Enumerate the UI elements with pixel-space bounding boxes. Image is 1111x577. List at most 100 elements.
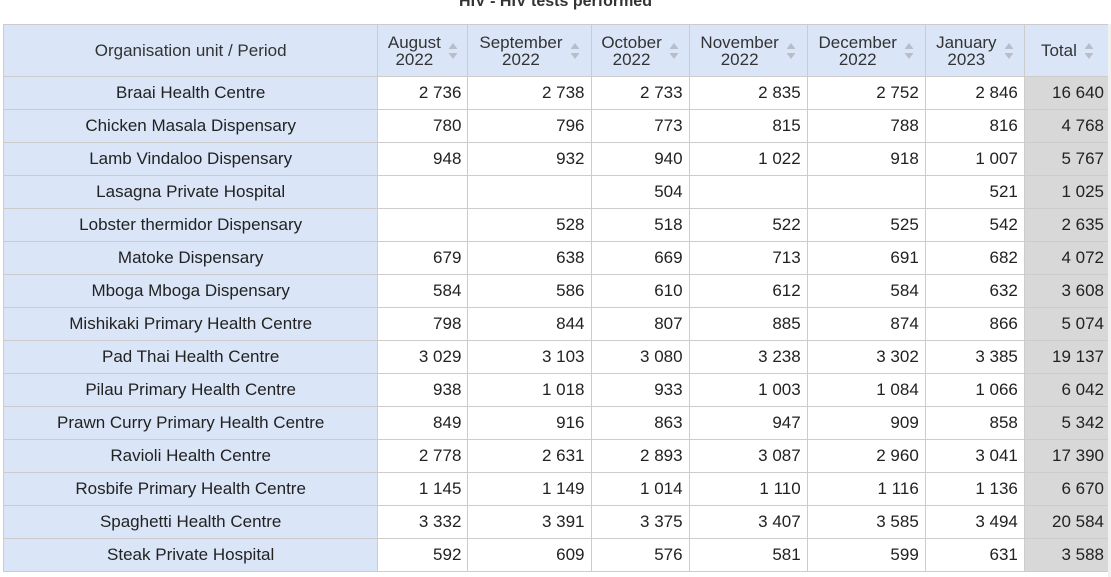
data-cell[interactable]: 581 <box>688 538 808 572</box>
sort-icon[interactable] <box>786 42 796 60</box>
data-cell[interactable]: 1 007 <box>924 142 1025 176</box>
data-cell[interactable]: 933 <box>590 373 690 407</box>
data-cell[interactable]: 3 391 <box>467 505 592 539</box>
data-cell[interactable]: 3 385 <box>924 340 1025 374</box>
data-cell[interactable] <box>377 175 469 209</box>
vertical-scrollbar[interactable] <box>1108 24 1111 577</box>
data-cell[interactable]: 592 <box>377 538 469 572</box>
data-cell[interactable]: 669 <box>590 241 690 275</box>
column-header[interactable]: September 2022 <box>467 24 592 77</box>
data-cell[interactable]: 1 145 <box>377 472 469 506</box>
sort-icon[interactable] <box>570 42 580 60</box>
data-cell[interactable]: 1 136 <box>924 472 1025 506</box>
total-cell[interactable]: 2 635 <box>1023 208 1111 242</box>
sort-icon[interactable] <box>669 42 679 60</box>
data-cell[interactable]: 3 375 <box>590 505 690 539</box>
data-cell[interactable]: 504 <box>590 175 690 209</box>
data-cell[interactable]: 796 <box>467 109 592 143</box>
data-cell[interactable]: 2 960 <box>806 439 926 473</box>
sort-icon[interactable] <box>448 42 458 60</box>
data-cell[interactable]: 938 <box>377 373 469 407</box>
data-cell[interactable]: 874 <box>806 307 926 341</box>
data-cell[interactable]: 2 835 <box>688 76 808 110</box>
data-cell[interactable]: 1 149 <box>467 472 592 506</box>
data-cell[interactable]: 2 733 <box>590 76 690 110</box>
pivot-table-container[interactable]: Organisation unit / Period August 2022 <box>0 24 1111 577</box>
data-cell[interactable] <box>806 175 926 209</box>
sort-icon[interactable] <box>904 42 914 60</box>
data-cell[interactable]: 807 <box>590 307 690 341</box>
total-cell[interactable]: 6 670 <box>1023 472 1111 506</box>
data-cell[interactable]: 632 <box>924 274 1025 308</box>
total-cell[interactable]: 5 342 <box>1023 406 1111 440</box>
column-header[interactable]: November 2022 <box>688 24 808 77</box>
sort-icon[interactable] <box>1084 42 1094 60</box>
total-cell[interactable]: 1 025 <box>1023 175 1111 209</box>
data-cell[interactable]: 2 893 <box>590 439 690 473</box>
data-cell[interactable]: 918 <box>806 142 926 176</box>
total-cell[interactable]: 16 640 <box>1023 76 1111 110</box>
data-cell[interactable]: 947 <box>688 406 808 440</box>
data-cell[interactable] <box>688 175 808 209</box>
data-cell[interactable]: 584 <box>377 274 469 308</box>
data-cell[interactable]: 610 <box>590 274 690 308</box>
data-cell[interactable]: 849 <box>377 406 469 440</box>
data-cell[interactable]: 932 <box>467 142 592 176</box>
data-cell[interactable]: 2 631 <box>467 439 592 473</box>
data-cell[interactable]: 713 <box>688 241 808 275</box>
data-cell[interactable]: 2 778 <box>377 439 469 473</box>
data-cell[interactable]: 816 <box>924 109 1025 143</box>
column-header[interactable]: October 2022 <box>590 24 690 77</box>
total-cell[interactable]: 3 588 <box>1023 538 1111 572</box>
data-cell[interactable]: 3 585 <box>806 505 926 539</box>
data-cell[interactable]: 584 <box>806 274 926 308</box>
data-cell[interactable]: 916 <box>467 406 592 440</box>
data-cell[interactable]: 773 <box>590 109 690 143</box>
total-cell[interactable]: 4 072 <box>1023 241 1111 275</box>
data-cell[interactable]: 1 066 <box>924 373 1025 407</box>
data-cell[interactable]: 2 752 <box>806 76 926 110</box>
total-cell[interactable]: 4 768 <box>1023 109 1111 143</box>
data-cell[interactable]: 691 <box>806 241 926 275</box>
data-cell[interactable]: 798 <box>377 307 469 341</box>
column-header[interactable]: December 2022 <box>806 24 926 77</box>
total-cell[interactable]: 19 137 <box>1023 340 1111 374</box>
data-cell[interactable]: 940 <box>590 142 690 176</box>
data-cell[interactable]: 521 <box>924 175 1025 209</box>
data-cell[interactable]: 863 <box>590 406 690 440</box>
data-cell[interactable]: 788 <box>806 109 926 143</box>
data-cell[interactable]: 3 407 <box>688 505 808 539</box>
data-cell[interactable]: 815 <box>688 109 808 143</box>
data-cell[interactable]: 3 029 <box>377 340 469 374</box>
data-cell[interactable]: 3 494 <box>924 505 1025 539</box>
data-cell[interactable]: 1 014 <box>590 472 690 506</box>
data-cell[interactable]: 599 <box>806 538 926 572</box>
data-cell[interactable]: 1 084 <box>806 373 926 407</box>
data-cell[interactable]: 518 <box>590 208 690 242</box>
data-cell[interactable]: 528 <box>467 208 592 242</box>
data-cell[interactable]: 844 <box>467 307 592 341</box>
data-cell[interactable]: 3 041 <box>924 439 1025 473</box>
data-cell[interactable]: 909 <box>806 406 926 440</box>
data-cell[interactable]: 1 116 <box>806 472 926 506</box>
data-cell[interactable]: 2 738 <box>467 76 592 110</box>
total-cell[interactable]: 20 584 <box>1023 505 1111 539</box>
data-cell[interactable]: 1 018 <box>467 373 592 407</box>
data-cell[interactable]: 866 <box>924 307 1025 341</box>
data-cell[interactable]: 638 <box>467 241 592 275</box>
data-cell[interactable]: 858 <box>924 406 1025 440</box>
data-cell[interactable]: 2 846 <box>924 76 1025 110</box>
data-cell[interactable]: 525 <box>806 208 926 242</box>
data-cell[interactable]: 3 332 <box>377 505 469 539</box>
total-cell[interactable]: 3 608 <box>1023 274 1111 308</box>
total-cell[interactable]: 6 042 <box>1023 373 1111 407</box>
data-cell[interactable]: 1 110 <box>688 472 808 506</box>
column-header[interactable]: August 2022 <box>377 24 469 77</box>
data-cell[interactable]: 780 <box>377 109 469 143</box>
sort-icon[interactable] <box>1004 42 1014 60</box>
data-cell[interactable]: 679 <box>377 241 469 275</box>
data-cell[interactable]: 542 <box>924 208 1025 242</box>
data-cell[interactable]: 1 022 <box>688 142 808 176</box>
data-cell[interactable]: 682 <box>924 241 1025 275</box>
data-cell[interactable]: 3 087 <box>688 439 808 473</box>
